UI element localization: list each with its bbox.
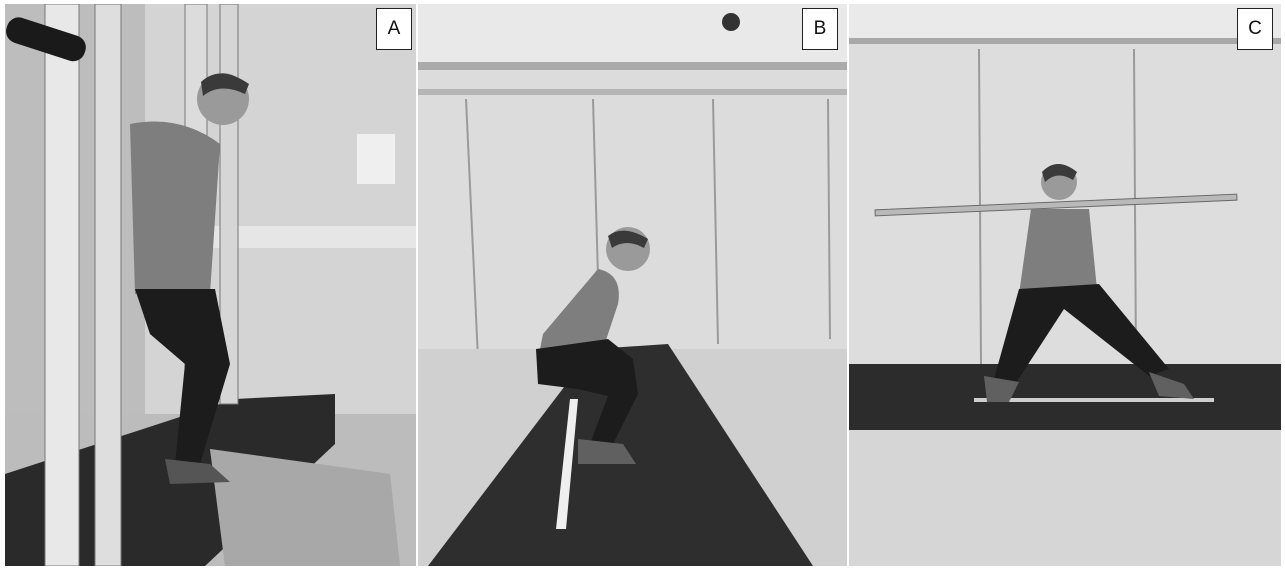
person-hair <box>201 73 249 96</box>
panel-label-a: A <box>376 8 412 50</box>
person-hair <box>608 230 648 248</box>
person-shirt <box>130 121 220 294</box>
panel-b-scene <box>418 4 847 566</box>
panel-c-scene <box>849 4 1281 566</box>
ceiling-camera <box>722 13 740 31</box>
person-shoe-left <box>984 376 1019 402</box>
person-pants <box>135 289 230 464</box>
person-shirt <box>538 269 619 359</box>
floor <box>849 430 1281 566</box>
person-shoe-right <box>1149 372 1194 399</box>
person-shirt <box>1019 209 1097 294</box>
panel-b-photo: B <box>418 4 847 566</box>
panel-label-b: B <box>802 8 838 50</box>
panel-c-photo: C <box>849 4 1281 566</box>
ceiling-rail <box>418 62 847 70</box>
rack-post-mid <box>94 4 122 566</box>
wall-top-rail <box>849 38 1281 44</box>
barbell-end <box>6 17 86 62</box>
wall-panel-seam <box>827 98 831 340</box>
mat <box>849 364 1281 430</box>
barbell <box>874 193 1238 217</box>
panel-a-photo: A <box>5 4 416 566</box>
wall-panel-seam <box>1133 48 1137 365</box>
person-pants <box>536 339 638 449</box>
wall-paper-note <box>357 134 395 184</box>
panel-label-c: C <box>1237 8 1273 50</box>
ceiling <box>849 4 1281 42</box>
floor-bar-on-mat <box>974 398 1214 402</box>
person-shoe <box>165 459 230 484</box>
rack-post-front <box>44 4 80 566</box>
person-hair <box>1042 164 1077 182</box>
wall-panel-seam <box>465 98 479 360</box>
wall-top-rail <box>418 89 847 95</box>
wall-rail <box>205 226 416 248</box>
ceiling <box>418 4 847 64</box>
person-pants <box>994 284 1169 386</box>
wall-panel-seam <box>712 98 719 345</box>
person-shoe <box>578 439 636 464</box>
mat-tape-line <box>556 399 578 529</box>
panel-a-scene <box>5 4 416 566</box>
wooden-board-gray <box>210 449 400 566</box>
